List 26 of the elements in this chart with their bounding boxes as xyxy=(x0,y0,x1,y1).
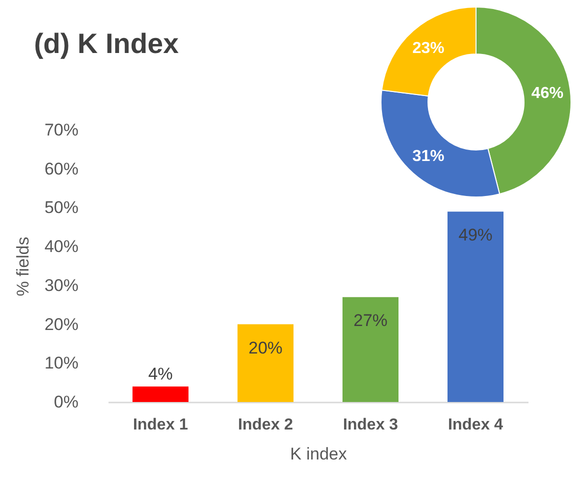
bar xyxy=(238,324,294,402)
y-tick-label: 30% xyxy=(44,276,78,295)
data-label: 20% xyxy=(248,338,283,358)
bar xyxy=(342,297,398,402)
y-tick-label: 10% xyxy=(44,354,78,373)
y-tick-label: 0% xyxy=(54,392,78,412)
data-label: 23% xyxy=(412,40,444,57)
bar xyxy=(448,212,504,402)
y-tick-label: 60% xyxy=(44,159,78,178)
y-tick-label: 20% xyxy=(44,314,78,334)
y-axis-title: % fields xyxy=(13,236,32,296)
bar xyxy=(132,386,188,402)
data-label: 49% xyxy=(458,226,493,245)
x-tick-label: Index 2 xyxy=(238,416,294,434)
x-tick-label: Index 1 xyxy=(132,416,188,434)
data-label: 4% xyxy=(148,364,173,384)
y-tick-label: 70% xyxy=(44,120,78,140)
x-tick-label: Index 3 xyxy=(342,416,398,434)
x-axis-title: K index xyxy=(290,444,348,464)
data-label: 27% xyxy=(353,311,388,330)
y-tick-label: 50% xyxy=(44,198,78,218)
y-tick-label: 40% xyxy=(44,237,78,256)
chart-title: (d) K Index xyxy=(34,28,180,59)
x-tick-label: Index 4 xyxy=(448,416,504,434)
data-label: 31% xyxy=(412,148,444,166)
data-label: 46% xyxy=(531,84,564,102)
